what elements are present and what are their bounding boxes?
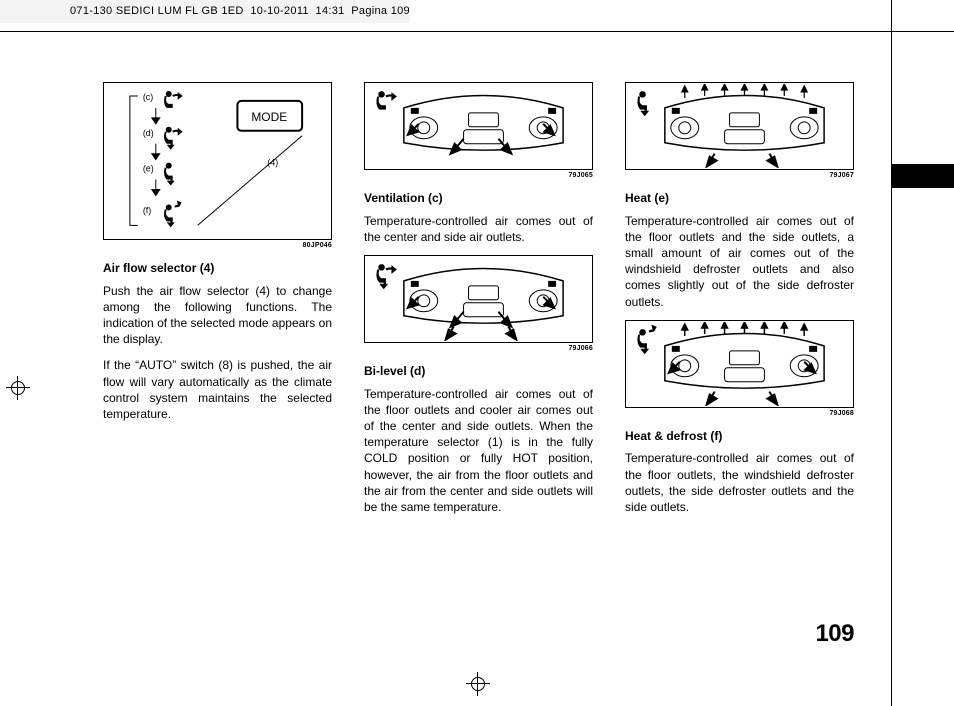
heading-heat: Heat (e)	[625, 190, 854, 206]
trim-line-vertical	[891, 0, 892, 706]
column-3: 79J067 Heat (e) Temperature-controlled a…	[625, 82, 854, 525]
column-2: 79J065 Ventilation (c) Temperature-contr…	[364, 82, 593, 525]
svg-text:(e): (e)	[143, 164, 154, 174]
svg-text:(4): (4)	[267, 158, 278, 168]
heading-ventilation: Ventilation (c)	[364, 190, 593, 206]
body-text: Push the air flow selector (4) to change…	[103, 283, 332, 348]
column-1: MODE (4) (c) (d) (e) (f)	[103, 82, 332, 525]
figure-caption: 79J065	[364, 171, 593, 180]
dashboard-heat-defrost	[630, 322, 849, 406]
figure-caption: 80JP046	[103, 241, 332, 250]
register-mark-left	[6, 376, 30, 400]
trim-line-horizontal	[0, 31, 954, 32]
dashboard-heat	[630, 84, 849, 168]
figure-caption: 79J067	[625, 171, 854, 180]
heading-airflow-selector: Air flow selector (4)	[103, 260, 332, 276]
figure-heat: 79J067	[625, 82, 854, 180]
mode-label: MODE	[251, 110, 287, 124]
figure-caption: 79J068	[625, 409, 854, 418]
body-text: Temperature-controlled air comes out of …	[364, 386, 593, 516]
mode-selector-diagram: MODE (4) (c) (d) (e) (f)	[108, 86, 327, 235]
svg-text:(d): (d)	[143, 128, 154, 138]
dashboard-ventilation	[369, 84, 588, 168]
figure-heat-defrost: 79J068	[625, 320, 854, 418]
figure-caption: 79J066	[364, 344, 593, 353]
manual-page: 071-130 SEDICI LUM FL GB 1ED 10-10-2011 …	[0, 0, 954, 706]
section-tab	[892, 164, 954, 188]
heading-heat-defrost: Heat & defrost (f)	[625, 428, 854, 444]
figure-ventilation: 79J065	[364, 82, 593, 180]
register-mark-bottom	[466, 672, 490, 696]
body-text: Temperature-controlled air comes out of …	[625, 213, 854, 310]
body-text: Temperature-controlled air comes out of …	[625, 450, 854, 515]
body-text: Temperature-controlled air comes out of …	[364, 213, 593, 245]
svg-text:(f): (f)	[143, 206, 151, 216]
body-text: If the “AUTO” switch (8) is pushed, the …	[103, 357, 332, 422]
figure-mode-selector: MODE (4) (c) (d) (e) (f)	[103, 82, 332, 250]
content-area: MODE (4) (c) (d) (e) (f)	[103, 82, 854, 525]
print-header: 071-130 SEDICI LUM FL GB 1ED 10-10-2011 …	[0, 0, 410, 23]
svg-text:(c): (c)	[143, 92, 153, 102]
figure-bilevel: 79J066	[364, 255, 593, 353]
page-number: 109	[815, 620, 854, 648]
dashboard-bilevel	[369, 257, 588, 341]
heading-bilevel: Bi-level (d)	[364, 363, 593, 379]
